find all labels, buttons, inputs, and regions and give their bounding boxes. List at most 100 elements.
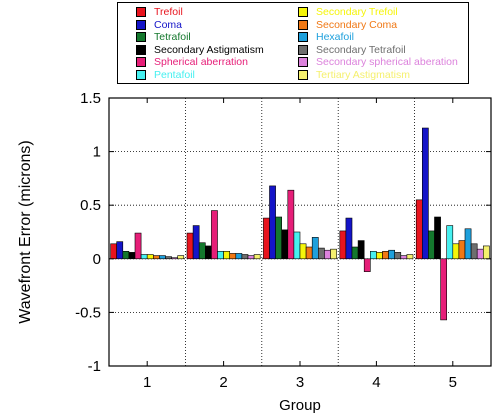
- legend-item: Pentafoil: [136, 69, 195, 81]
- bar: [171, 257, 179, 260]
- x-tick-label: 3: [296, 374, 304, 391]
- bar: [446, 225, 454, 260]
- bar: [128, 252, 136, 260]
- legend-swatch: [136, 19, 146, 30]
- bar: [253, 254, 261, 260]
- legend-item: Tetrafoil: [136, 31, 191, 43]
- bar: [324, 249, 331, 260]
- bar: [299, 243, 307, 260]
- x-axis-label: Group: [279, 397, 321, 414]
- bar: [388, 249, 396, 260]
- x-tick-label: 4: [372, 374, 380, 391]
- legend-label: Trefoil: [154, 6, 183, 18]
- legend-item: Secondary spherical aberation: [298, 56, 458, 68]
- legend-label: Pentafoil: [154, 69, 195, 81]
- legend-item: Hexafoil: [298, 31, 354, 43]
- legend-swatch: [136, 7, 146, 17]
- bar: [263, 217, 270, 260]
- bar: [205, 245, 212, 260]
- legend-item: Secondary Tetrafoil: [298, 44, 406, 56]
- bar: [159, 255, 166, 260]
- legend-label: Secondary Trefoil: [316, 6, 398, 18]
- bar: [287, 189, 295, 260]
- bar: [235, 253, 243, 260]
- bar: [241, 254, 249, 260]
- bar: [421, 127, 429, 260]
- legend: Trefoil Coma Tetrafoil Secondary Astigmatis…: [117, 2, 469, 84]
- bar: [351, 246, 359, 260]
- bars: [110, 127, 490, 321]
- bar: [146, 254, 154, 260]
- y-tick-label: 1.5: [80, 90, 101, 107]
- bar: [269, 185, 276, 260]
- legend-swatch: [298, 19, 308, 30]
- bar: [293, 231, 301, 260]
- legend-item: Spherical aberration: [136, 56, 248, 68]
- bar: [376, 252, 383, 260]
- bar: [482, 245, 490, 260]
- bar: [305, 246, 313, 260]
- bar: [330, 248, 337, 260]
- legend-label: Tertiary Astigmatism: [316, 69, 410, 81]
- bar: [192, 225, 200, 260]
- legend-label: Spherical aberration: [154, 56, 248, 69]
- bar: [339, 230, 347, 260]
- legend-swatch: [136, 70, 146, 80]
- x-tick-label: 1: [143, 374, 151, 391]
- bar: [470, 243, 478, 260]
- bar: [217, 250, 224, 260]
- x-tick-label: 2: [219, 374, 227, 391]
- legend-label: Secondary Astigmatism: [154, 43, 264, 56]
- legend-swatch: [298, 70, 308, 80]
- bar: [458, 240, 466, 260]
- bar: [464, 228, 472, 260]
- bar: [452, 243, 460, 260]
- bar: [186, 232, 194, 260]
- bar: [428, 230, 435, 260]
- bar: [382, 250, 389, 260]
- y-tick-label: -0.5: [75, 304, 101, 321]
- bar: [369, 250, 377, 260]
- bar: [275, 216, 283, 260]
- legend-item: Secondary Trefoil: [298, 6, 398, 18]
- bar: [434, 216, 441, 260]
- legend-label: Secondary spherical aberation: [316, 56, 458, 69]
- bar: [406, 254, 414, 260]
- y-axis-label: Wavefront Error (microns): [17, 140, 34, 323]
- legend-swatch: [136, 32, 146, 43]
- legend-label: Hexafoil: [316, 31, 354, 44]
- bar: [415, 199, 423, 260]
- bar: [198, 242, 206, 260]
- legend-item: Trefoil: [136, 6, 183, 18]
- legend-label: Secondary Coma: [316, 18, 398, 31]
- bar: [440, 258, 448, 321]
- bar: [229, 253, 237, 260]
- axis-ticks: -1 -0.5 0 0.5 1 1.5 1 2 3 4 5: [75, 90, 491, 391]
- bar: [247, 255, 255, 260]
- legend-label: Coma: [154, 18, 183, 31]
- y-tick-label: 1: [93, 144, 101, 161]
- bar: [281, 229, 289, 260]
- bar: [153, 255, 160, 260]
- bar: [116, 241, 124, 260]
- legend-swatch: [298, 57, 308, 68]
- legend-label: Secondary Tetrafoil: [316, 43, 406, 56]
- bar: [223, 250, 231, 260]
- bar: [345, 217, 353, 260]
- bar: [400, 255, 408, 260]
- y-tick-label: -1: [88, 358, 101, 375]
- bar: [134, 232, 142, 260]
- y-tick-label: 0: [93, 251, 101, 268]
- bar: [311, 237, 319, 260]
- bar: [394, 252, 402, 260]
- x-tick-label: 5: [449, 374, 457, 391]
- bar: [317, 247, 325, 260]
- legend-item: Tertiary Astigmatism: [298, 69, 410, 81]
- bar: [476, 248, 484, 260]
- bar: [363, 258, 371, 272]
- bar: [110, 243, 117, 260]
- legend-swatch: [298, 7, 308, 17]
- bar: [122, 250, 130, 260]
- legend-item: Secondary Coma: [298, 19, 397, 31]
